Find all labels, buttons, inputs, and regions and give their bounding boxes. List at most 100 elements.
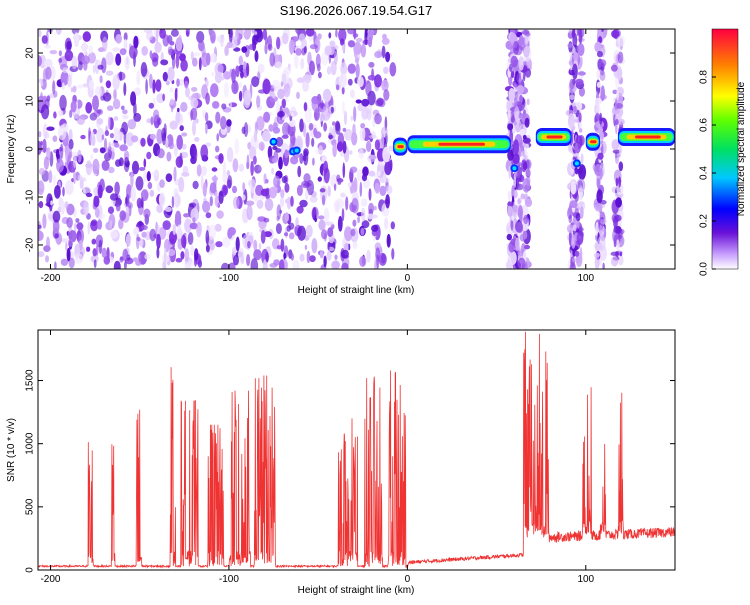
- noise-speckle: [347, 63, 356, 74]
- noise-speckle: [321, 194, 326, 206]
- noise-speckle: [65, 180, 74, 196]
- noise-speckle: [99, 147, 106, 154]
- noise-speckle: [263, 217, 270, 223]
- noise-speckle: [205, 52, 211, 66]
- noise-speckle: [123, 156, 130, 173]
- noise-speckle: [318, 71, 322, 79]
- noise-speckle: [181, 234, 187, 249]
- noise-speckle: [140, 189, 149, 202]
- noise-column: [505, 29, 533, 269]
- noise-speckle: [65, 241, 68, 252]
- noise-speckle: [258, 165, 262, 172]
- noise-speckle: [232, 196, 240, 209]
- noise-speckle: [157, 148, 165, 159]
- noise-speckle: [169, 120, 178, 130]
- noise-speckle: [246, 254, 251, 266]
- noise-speckle: [342, 140, 347, 154]
- noise-speckle: [188, 202, 197, 208]
- snr-plot-area: [38, 330, 675, 570]
- noise-speckle: [204, 112, 209, 122]
- noise-speckle: [92, 64, 96, 74]
- noise-speckle: [576, 231, 584, 246]
- noise-speckle: [186, 30, 189, 37]
- noise-speckle: [288, 222, 295, 230]
- noise-speckle: [66, 203, 75, 216]
- noise-speckle: [38, 140, 42, 155]
- noise-speckle: [271, 167, 274, 175]
- y-tick-label: 1000: [25, 432, 36, 455]
- noise-speckle: [368, 188, 372, 201]
- snr-frame: [37, 329, 676, 571]
- noise-speckle: [284, 212, 289, 222]
- noise-speckle: [517, 257, 526, 269]
- noise-speckle: [305, 132, 310, 148]
- noise-speckle: [98, 47, 104, 52]
- noise-speckle: [175, 257, 183, 263]
- noise-speckle: [331, 121, 336, 126]
- noise-speckle: [205, 142, 212, 147]
- noise-speckle: [180, 59, 188, 72]
- noise-speckle: [178, 176, 185, 193]
- noise-speckle: [281, 32, 289, 45]
- noise-speckle: [52, 135, 58, 142]
- noise-speckle: [360, 123, 366, 129]
- noise-speckle: [87, 52, 96, 64]
- noise-speckle: [296, 205, 304, 214]
- noise-speckle: [233, 254, 239, 266]
- noise-speckle: [618, 176, 621, 188]
- noise-speckle: [247, 241, 251, 249]
- noise-speckle: [50, 66, 56, 81]
- noise-speckle: [513, 119, 522, 132]
- noise-speckle: [134, 87, 141, 96]
- noise-speckle: [102, 36, 108, 52]
- noise-speckle: [184, 248, 190, 262]
- noise-speckle: [378, 161, 385, 166]
- noise-speckle: [351, 131, 358, 146]
- noise-speckle: [169, 98, 175, 106]
- noise-speckle: [192, 180, 199, 190]
- snr-marks: [38, 331, 675, 569]
- noise-speckle: [64, 201, 69, 209]
- noise-speckle: [599, 167, 603, 180]
- noise-speckle: [77, 149, 82, 163]
- noise-speckle: [282, 73, 287, 85]
- noise-speckle: [93, 195, 100, 208]
- noise-speckle: [119, 256, 124, 261]
- noise-speckle: [179, 53, 186, 62]
- noise-speckle: [344, 110, 347, 126]
- noise-speckle: [508, 241, 515, 253]
- noise-speckle: [361, 174, 368, 182]
- noise-speckle: [568, 215, 573, 224]
- noise-speckle: [243, 89, 252, 106]
- spectrogram-x-label: Height of straight line (km): [298, 285, 415, 296]
- noise-speckle: [108, 166, 115, 174]
- noise-speckle: [326, 246, 335, 252]
- noise-speckle: [349, 89, 355, 99]
- noise-speckle: [337, 215, 343, 232]
- noise-speckle: [148, 102, 154, 109]
- noise-speckle: [156, 247, 160, 259]
- noise-speckle: [299, 153, 304, 164]
- noise-speckle: [512, 41, 520, 55]
- noise-speckle: [360, 43, 367, 58]
- noise-speckle: [90, 221, 97, 226]
- y-tick-label: -20: [25, 237, 36, 252]
- noise-speckle: [349, 166, 358, 173]
- noise-speckle: [136, 70, 141, 86]
- noise-speckle: [168, 141, 175, 150]
- noise-speckle: [321, 105, 331, 121]
- noise-speckle: [524, 35, 529, 46]
- noise-speckle: [159, 179, 165, 189]
- noise-speckle: [150, 116, 154, 126]
- noise-speckle: [328, 134, 334, 140]
- noise-speckle: [94, 86, 102, 98]
- noise-speckle: [567, 43, 573, 48]
- noise-speckle: [180, 251, 185, 260]
- noise-speckle: [107, 116, 111, 130]
- noise-speckle: [263, 231, 272, 238]
- noise-speckle: [265, 251, 269, 263]
- noise-speckle: [214, 223, 222, 232]
- noise-speckle: [376, 97, 384, 106]
- noise-speckle: [173, 166, 177, 182]
- noise-speckle: [280, 189, 285, 199]
